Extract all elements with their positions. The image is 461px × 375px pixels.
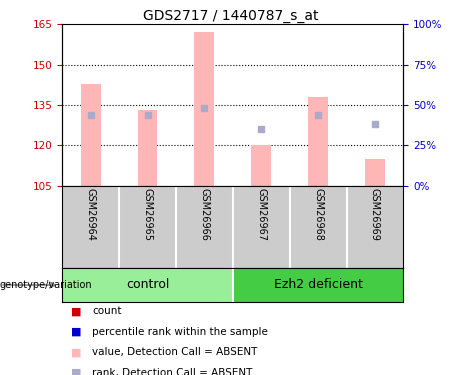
Text: GSM26969: GSM26969 — [370, 188, 380, 241]
Text: GSM26966: GSM26966 — [199, 188, 209, 241]
Bar — [233, 268, 403, 302]
Text: rank, Detection Call = ABSENT: rank, Detection Call = ABSENT — [92, 368, 253, 375]
Text: GSM26964: GSM26964 — [86, 188, 96, 241]
Text: control: control — [126, 279, 169, 291]
Bar — [365, 159, 385, 186]
Text: count: count — [92, 306, 122, 316]
Text: Ezh2 deficient: Ezh2 deficient — [274, 279, 362, 291]
Bar — [81, 84, 100, 186]
Bar — [251, 146, 271, 186]
Text: percentile rank within the sample: percentile rank within the sample — [92, 327, 268, 337]
Text: value, Detection Call = ABSENT: value, Detection Call = ABSENT — [92, 348, 258, 357]
Bar — [62, 268, 233, 302]
Text: genotype/variation: genotype/variation — [0, 280, 93, 290]
Text: GDS2717 / 1440787_s_at: GDS2717 / 1440787_s_at — [143, 9, 318, 23]
Text: ■: ■ — [71, 368, 82, 375]
Bar — [308, 97, 328, 186]
Text: GSM26965: GSM26965 — [142, 188, 153, 241]
Text: ■: ■ — [71, 348, 82, 357]
Bar — [195, 33, 214, 186]
Text: GSM26967: GSM26967 — [256, 188, 266, 241]
Text: ■: ■ — [71, 306, 82, 316]
Bar — [137, 110, 158, 186]
Text: ■: ■ — [71, 327, 82, 337]
Text: GSM26968: GSM26968 — [313, 188, 323, 241]
